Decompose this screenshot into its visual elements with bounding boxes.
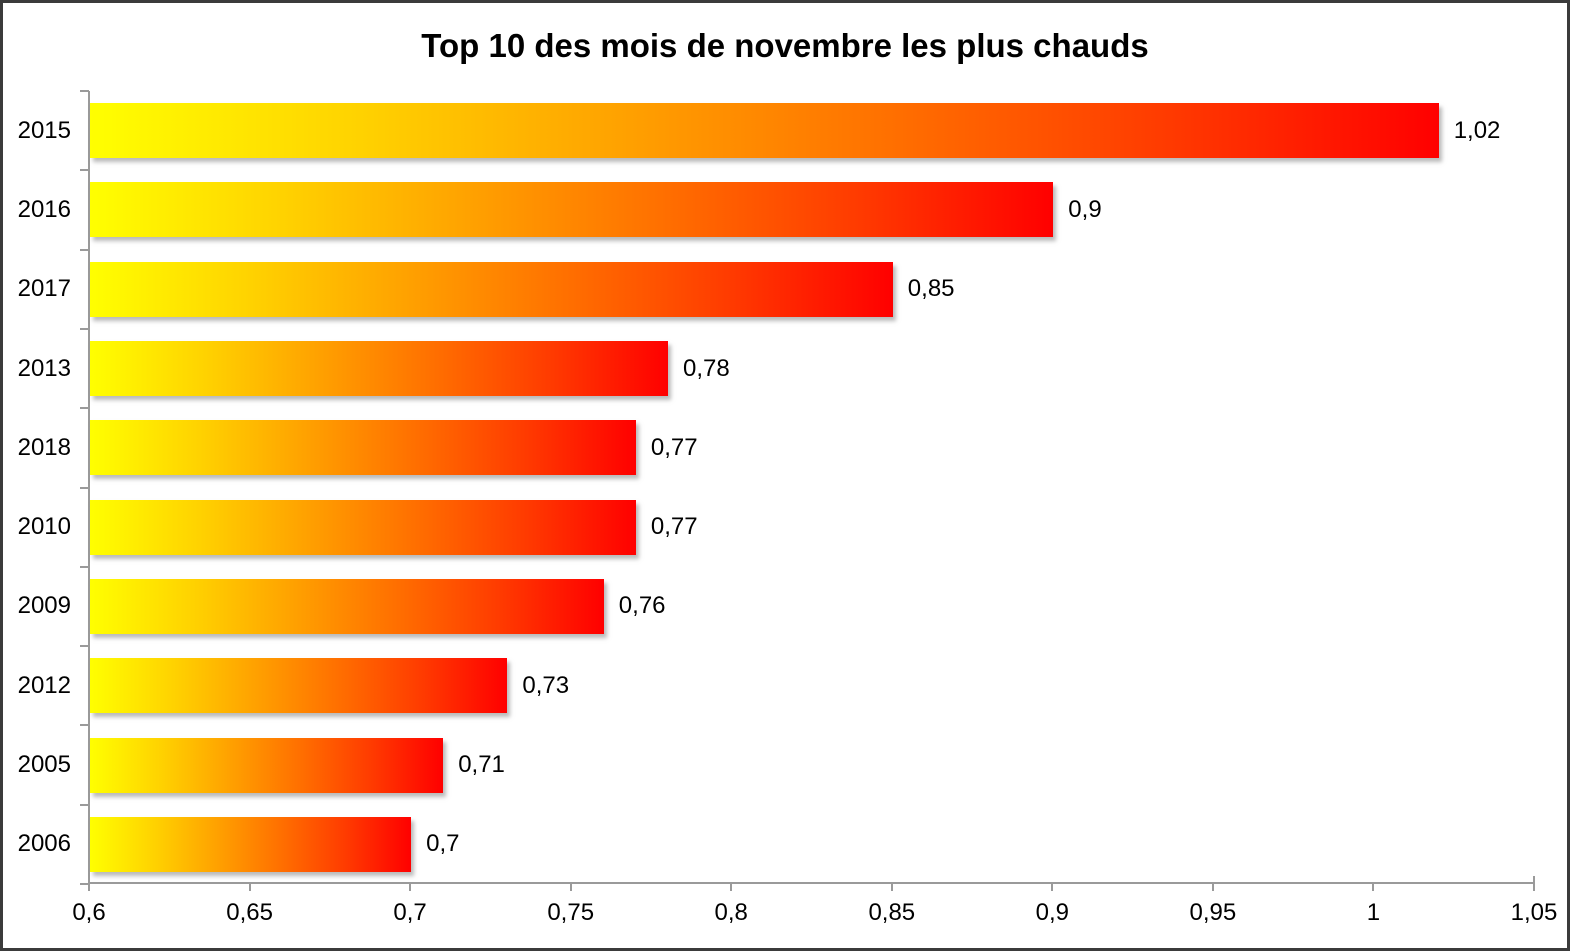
bar-row: 2015 1,02 [3, 91, 1567, 170]
y-axis-tick [80, 169, 89, 172]
x-axis-tick-label: 0,9 [1035, 899, 1069, 926]
x-axis-tick-label: 0,8 [714, 899, 748, 926]
x-axis-tick [88, 882, 90, 891]
y-axis-category-label: 2018 [17, 433, 71, 461]
chart-title: Top 10 des mois de novembre les plus cha… [421, 27, 1149, 64]
bar-2012 [90, 658, 508, 714]
bar-2005 [90, 737, 444, 793]
bar-row: 2010 0,77 [3, 487, 1567, 566]
bar-2006 [90, 816, 412, 872]
bar-row: 2009 0,76 [3, 567, 1567, 646]
x-axis-tick [890, 882, 893, 891]
x-axis-end-cap [1533, 876, 1535, 884]
y-axis-category-label: 2006 [17, 830, 71, 858]
bar-value-label: 0,76 [618, 592, 666, 620]
y-axis-tick [80, 724, 89, 727]
bar-2016 [90, 182, 1054, 238]
x-axis-tick-label: 0,6 [72, 899, 106, 926]
y-axis-category-label: 2013 [17, 354, 71, 382]
x-axis-tick-label: 0,75 [547, 899, 595, 926]
bar-rows-container: 2015 1,02 2016 0,9 2017 0,85 2013 0,78 2018 0,77 2… [3, 91, 1567, 884]
bar-row: 2016 0,9 [3, 170, 1567, 249]
bar-row: 2006 0,7 [3, 805, 1567, 884]
y-axis-tick [80, 565, 89, 568]
y-axis-tick [80, 486, 89, 489]
x-axis-tick [1051, 882, 1054, 891]
x-axis-tick-label: 0,7 [393, 899, 427, 926]
bar-value-label: 0,73 [522, 671, 570, 699]
bar-2018 [90, 420, 636, 476]
y-axis-category-label: 2012 [17, 671, 71, 699]
y-axis-category-label: 2017 [17, 275, 71, 303]
bar-value-label: 0,7 [426, 830, 460, 858]
x-axis-tick-label: 1 [1366, 899, 1381, 926]
bar-value-label: 0,78 [683, 354, 730, 382]
y-axis-tick [80, 327, 89, 330]
bar-value-label: 1,02 [1453, 116, 1501, 144]
bar-value-label: 0,77 [650, 513, 698, 541]
y-axis-category-label: 2016 [17, 195, 71, 223]
y-axis-tick [80, 90, 89, 92]
bar-row: 2017 0,85 [3, 250, 1567, 329]
bar-row: 2018 0,77 [3, 408, 1567, 487]
x-axis-tick [1533, 882, 1535, 891]
x-axis-tick-label: 0,85 [868, 899, 916, 926]
bar-value-label: 0,9 [1068, 195, 1102, 223]
bar-2009 [90, 578, 604, 634]
y-axis-tick [80, 803, 89, 806]
x-axis-tick [1211, 882, 1214, 891]
bar-2015 [90, 103, 1439, 159]
y-axis-category-label: 2009 [17, 592, 71, 620]
bar-value-label: 0,71 [458, 751, 505, 779]
x-axis-line [88, 882, 1535, 884]
bar-2013 [90, 341, 668, 397]
x-axis-tick [1372, 882, 1375, 891]
x-axis-tick-label: 0,95 [1189, 899, 1237, 926]
x-axis-tick [248, 882, 251, 891]
bar-row: 2012 0,73 [3, 646, 1567, 725]
y-axis-category-label: 2015 [17, 116, 71, 144]
y-axis-tick [80, 883, 89, 885]
y-axis-category-label: 2010 [17, 513, 71, 541]
bar-row: 2005 0,71 [3, 725, 1567, 804]
bar-2017 [90, 261, 893, 317]
x-axis-tick [730, 882, 733, 891]
y-axis-tick [80, 645, 89, 648]
x-axis-tick [569, 882, 572, 891]
bar-value-label: 0,85 [907, 275, 955, 303]
y-axis-tick [80, 407, 89, 410]
x-axis-tick-label: 1,05 [1510, 899, 1558, 926]
bar-2010 [90, 499, 636, 555]
y-axis-category-label: 2005 [17, 751, 71, 779]
bar-row: 2013 0,78 [3, 329, 1567, 408]
x-axis-tick [409, 882, 412, 891]
y-axis-line [88, 91, 90, 884]
bar-value-label: 0,77 [650, 433, 698, 461]
x-axis-tick-label: 0,65 [226, 899, 273, 926]
y-axis-tick [80, 248, 89, 251]
